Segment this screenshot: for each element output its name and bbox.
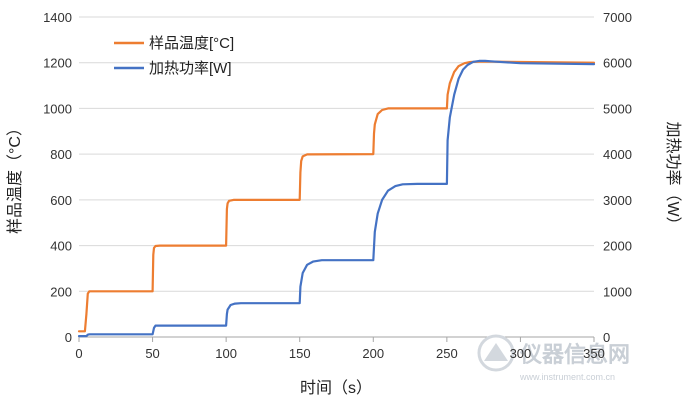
x-tick-label: 100 (215, 346, 237, 361)
legend-label-temperature: 样品温度[°C] (149, 35, 234, 52)
x-tick-label: 250 (436, 346, 458, 361)
x-tick-label: 200 (362, 346, 384, 361)
left-y-tick-label: 600 (50, 193, 72, 208)
x-tick-label: 0 (75, 346, 82, 361)
left-y-tick-label: 1000 (43, 101, 72, 116)
x-tick-label: 300 (510, 346, 532, 361)
watermark-url: www.instrument.com.cn (519, 372, 615, 382)
legend: 样品温度[°C] 加热功率[W] (114, 35, 234, 77)
left-y-tick-label: 200 (50, 284, 72, 299)
x-tick-label: 50 (145, 346, 159, 361)
left-y-tick-label: 0 (65, 330, 72, 345)
watermark: 仪器信息网 www.instrument.com.cn (477, 334, 630, 382)
series-line-power (77, 59, 596, 338)
series-lines (77, 59, 596, 338)
right-y-tick-label: 0 (603, 330, 610, 345)
left-y-tick-label: 1400 (43, 10, 72, 25)
legend-item-temperature: 样品温度[°C] (114, 35, 234, 52)
tick-labels: 0200400600800100012001400010002000300040… (43, 10, 632, 361)
watermark-text: 仪器信息网 (519, 342, 630, 367)
left-y-tick-label: 800 (50, 147, 72, 162)
watermark-logo-icon (477, 334, 515, 372)
right-y-tick-label: 3000 (603, 193, 632, 208)
right-y-tick-label: 1000 (603, 284, 632, 299)
axes (78, 336, 595, 342)
right-y-tick-label: 2000 (603, 239, 632, 254)
right-y-tick-label: 5000 (603, 101, 632, 116)
right-y-tick-label: 4000 (603, 147, 632, 162)
right-y-axis-title: 加热功率（W） (664, 121, 682, 232)
legend-item-power: 加热功率[W] (114, 60, 232, 77)
left-y-axis-title: 样品温度（°C） (6, 120, 24, 234)
left-y-tick-label: 1200 (43, 56, 72, 71)
right-y-tick-label: 6000 (603, 56, 632, 71)
series-line-temperature (77, 60, 596, 333)
x-tick-label: 350 (583, 346, 605, 361)
legend-label-power: 加热功率[W] (149, 60, 232, 77)
x-axis-title: 时间（s） (300, 379, 372, 397)
right-y-tick-label: 7000 (603, 10, 632, 25)
x-tick-label: 150 (289, 346, 311, 361)
left-y-tick-label: 400 (50, 239, 72, 254)
